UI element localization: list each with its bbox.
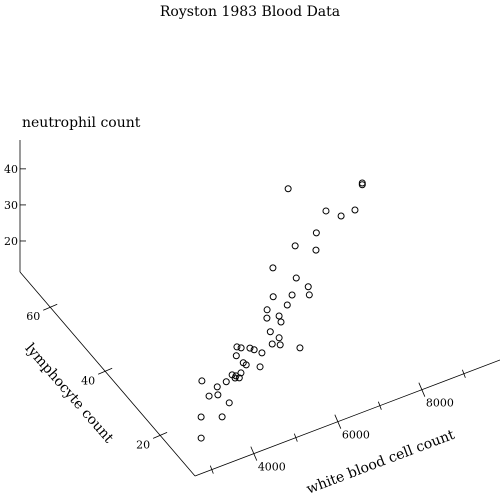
point: [233, 343, 241, 351]
x-minor-tick: [461, 369, 466, 378]
point: [312, 246, 320, 254]
x-minor-tick: [293, 433, 298, 442]
point: [291, 242, 299, 250]
point: [197, 413, 205, 421]
point: [275, 334, 283, 342]
point: [246, 344, 254, 352]
point: [288, 291, 296, 299]
point: [237, 369, 245, 377]
point: [258, 349, 266, 357]
point: [218, 413, 226, 421]
points: [197, 179, 366, 442]
point: [263, 314, 271, 322]
y-tick: [43, 303, 58, 311]
axes: 4000 6000 8000 20 40 60 20 30 40 white blood cell…: [4, 115, 500, 498]
y-axis-title: lymphocyte count: [22, 341, 117, 447]
z-tick-label: 30: [4, 199, 18, 212]
y-axis: [19, 271, 196, 477]
z-axis-title: neutrophil count: [22, 115, 141, 131]
point: [277, 318, 285, 326]
point: [337, 212, 345, 220]
point: [304, 283, 312, 291]
point: [268, 340, 276, 348]
point: [222, 378, 230, 386]
x-tick-label: 8000: [426, 397, 454, 410]
chart-title: Royston 1983 Blood Data: [160, 4, 340, 20]
point: [197, 434, 205, 442]
y-tick-label: 20: [136, 438, 150, 451]
y-tick-label: 60: [26, 310, 40, 323]
point: [256, 363, 264, 371]
point: [250, 346, 258, 354]
x-axis: [194, 359, 500, 477]
x-tick: [418, 382, 426, 397]
point: [305, 291, 313, 299]
point: [284, 185, 292, 193]
point: [231, 374, 239, 382]
point: [312, 229, 320, 237]
point: [358, 181, 366, 189]
point: [263, 306, 271, 314]
x-tick-label: 6000: [342, 429, 370, 442]
point: [296, 344, 304, 352]
x-axis-title: white blood cell count: [304, 427, 457, 498]
z-tick-label: 20: [4, 235, 18, 248]
point: [242, 361, 250, 369]
point: [269, 264, 277, 272]
point: [232, 352, 240, 360]
point: [283, 301, 291, 309]
point: [322, 207, 330, 215]
x-minor-tick: [377, 401, 382, 410]
point: [198, 377, 206, 385]
point: [276, 341, 284, 349]
point: [266, 328, 274, 336]
y-tick: [152, 431, 168, 439]
point: [237, 344, 245, 352]
x-tick: [250, 446, 258, 461]
point: [275, 312, 283, 320]
point: [269, 293, 277, 301]
x-minor-tick: [209, 465, 214, 474]
point: [351, 206, 359, 214]
y-tick-label: 40: [81, 374, 95, 387]
point: [205, 392, 213, 400]
y-tick: [98, 367, 113, 375]
z-tick-label: 40: [4, 163, 18, 176]
point: [292, 274, 300, 282]
point: [214, 391, 222, 399]
point: [235, 374, 243, 382]
point: [358, 179, 366, 187]
point: [225, 399, 233, 407]
x-tick: [334, 414, 342, 429]
point: [213, 383, 221, 391]
x-tick-label: 4000: [258, 461, 286, 474]
